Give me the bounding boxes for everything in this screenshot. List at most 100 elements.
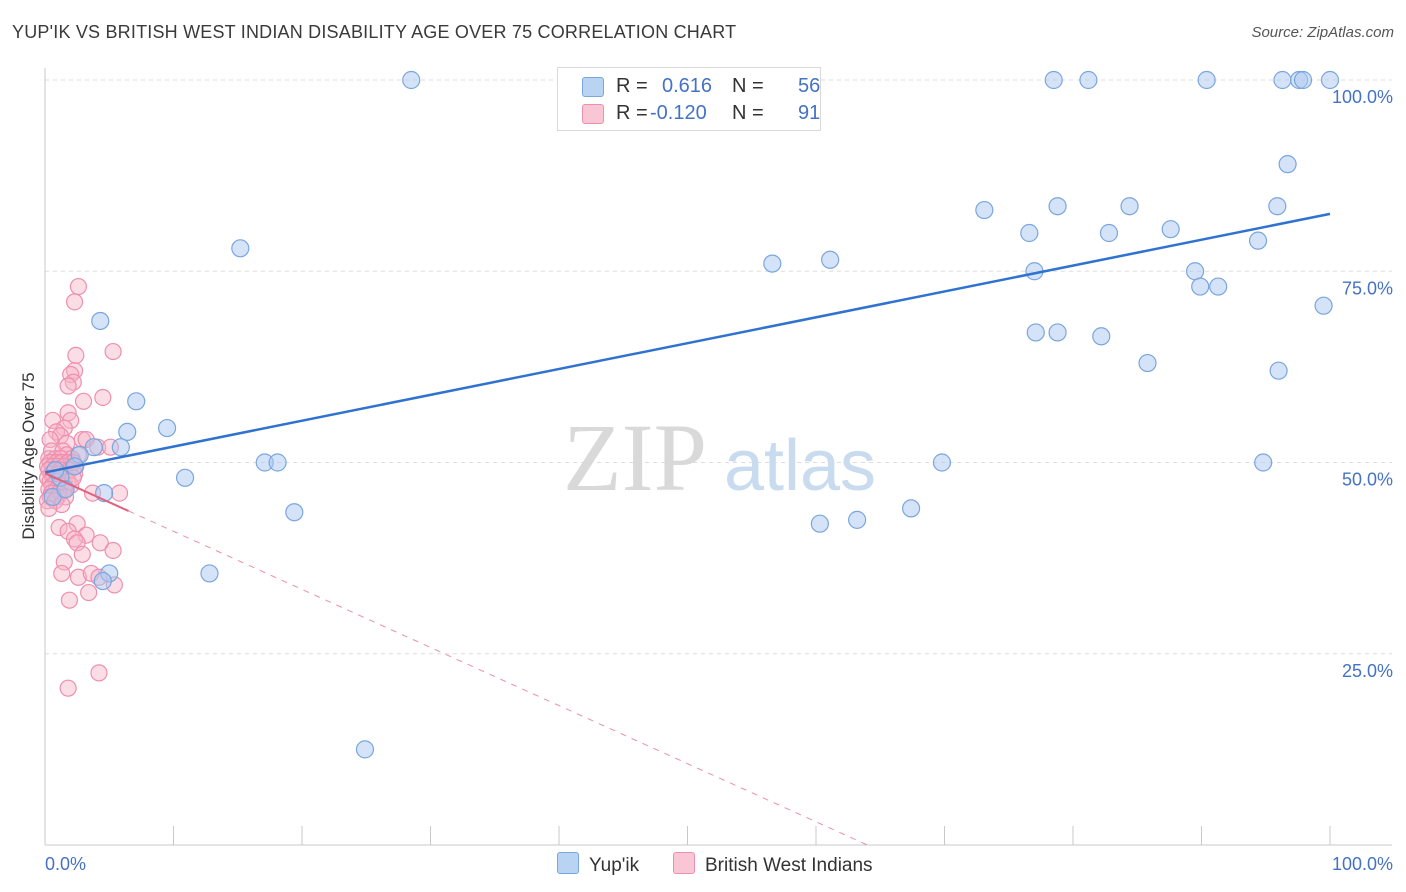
data-point-yupik: [402, 70, 421, 90]
legend-swatch-blue: [582, 77, 604, 97]
bottom-legend-yupik: Yup'ik: [557, 852, 639, 877]
watermark-atlas: atlas: [724, 426, 876, 506]
data-point-yupik: [268, 453, 287, 472]
data-point-yupik: [84, 438, 103, 457]
axes: [44, 68, 1392, 846]
legend-r-label: R =: [616, 102, 648, 124]
data-point-yupik: [1197, 70, 1216, 90]
data-point-british-west-indians: [59, 377, 77, 395]
y-tick-label: 25.0%: [1342, 661, 1393, 681]
data-point-british-west-indians: [73, 545, 91, 563]
x-tick-labels: 0.0% 100.0%: [45, 854, 1393, 874]
trend-line-british-west-indians-dashed: [128, 510, 868, 846]
data-point-yupik: [1209, 277, 1228, 296]
chart-title: YUP'IK VS BRITISH WEST INDIAN DISABILITY…: [12, 22, 737, 42]
data-point-yupik: [1268, 197, 1287, 216]
data-point-yupik: [932, 453, 952, 472]
legend-n-value: 91: [798, 102, 821, 124]
data-point-british-west-indians: [80, 583, 98, 602]
grid-lines: [45, 79, 1392, 655]
data-point-british-west-indians: [74, 392, 93, 410]
bottom-legend-label: Yup'ik: [589, 855, 640, 876]
data-point-british-west-indians: [67, 346, 85, 364]
data-point-yupik: [1044, 70, 1063, 90]
legend-n-label: N =: [732, 102, 764, 124]
data-point-british-west-indians: [60, 591, 79, 609]
data-point-yupik: [1273, 70, 1292, 90]
data-point-yupik: [127, 392, 146, 411]
legend-n-label: N =: [732, 75, 764, 97]
legend-r-value: 0.616: [662, 75, 713, 97]
data-point-british-west-indians: [69, 277, 88, 296]
legend-r-value: -0.120: [650, 102, 707, 124]
trend-lines: [44, 212, 1331, 846]
data-point-yupik: [93, 571, 112, 591]
data-point-yupik: [231, 239, 250, 258]
watermark-zip: ZIP: [563, 404, 707, 511]
data-point-yupik: [285, 503, 304, 522]
data-point-yupik: [1099, 223, 1119, 243]
data-point-yupik: [111, 438, 130, 457]
bottom-legend-swatch-blue: [557, 852, 579, 874]
data-point-yupik: [1254, 453, 1273, 472]
data-point-yupik: [975, 200, 994, 220]
data-point-yupik: [1314, 296, 1333, 315]
data-point-yupik: [355, 740, 375, 759]
data-point-british-west-indians: [91, 534, 109, 552]
legend-swatch-pink: [582, 104, 604, 124]
data-point-yupik: [157, 418, 177, 438]
data-point-british-west-indians: [110, 484, 129, 502]
y-tick-labels: 25.0% 50.0% 75.0% 100.0%: [1332, 87, 1393, 681]
series-british-west-indians: [38, 277, 129, 697]
chart-source: Source: ZipAtlas.com: [1251, 24, 1394, 41]
bottom-legend-british-west-indians: British West Indians: [673, 852, 873, 877]
data-point-yupik: [200, 564, 219, 583]
y-tick-label: 100.0%: [1332, 87, 1393, 107]
data-point-british-west-indians: [94, 388, 112, 407]
data-point-yupik: [1138, 353, 1157, 373]
data-point-yupik: [810, 514, 829, 533]
data-point-yupik: [1026, 323, 1045, 342]
trend-line-british-west-indians-solid: [44, 472, 129, 512]
data-point-british-west-indians: [59, 679, 77, 697]
bottom-legend-swatch-pink: [673, 852, 695, 874]
data-point-yupik: [175, 468, 195, 487]
data-point-yupik: [1278, 155, 1297, 174]
x-tick-label: 0.0%: [45, 854, 86, 874]
data-point-yupik: [1248, 231, 1268, 250]
legend-n-value: 56: [798, 75, 821, 97]
trend-line-yupik: [44, 212, 1331, 474]
data-point-yupik: [1079, 70, 1098, 90]
data-point-british-west-indians: [50, 518, 68, 537]
y-tick-label: 50.0%: [1342, 470, 1393, 490]
data-point-yupik: [1048, 323, 1067, 342]
data-point-yupik: [1092, 327, 1111, 346]
data-point-british-west-indians: [90, 664, 108, 682]
data-point-yupik: [1161, 220, 1180, 239]
y-tick-label: 75.0%: [1342, 278, 1393, 298]
data-point-yupik: [763, 254, 782, 273]
data-point-british-west-indians: [104, 342, 122, 361]
data-point-yupik: [1048, 197, 1067, 216]
data-point-yupik: [901, 499, 921, 518]
watermark: ZIP atlas: [563, 404, 876, 511]
data-point-british-west-indians: [65, 293, 84, 311]
data-point-yupik: [1120, 197, 1139, 216]
x-tick-label: 100.0%: [1332, 854, 1393, 874]
data-point-yupik: [821, 250, 840, 269]
data-point-british-west-indians: [53, 564, 71, 583]
data-point-yupik: [1185, 262, 1205, 281]
data-point-yupik: [848, 510, 867, 529]
data-point-yupik: [118, 422, 137, 441]
data-point-british-west-indians: [104, 541, 122, 560]
data-point-yupik: [91, 311, 110, 331]
data-point-yupik: [1293, 70, 1313, 90]
data-point-yupik: [1320, 70, 1340, 90]
bottom-legend-label: British West Indians: [705, 855, 873, 876]
legend-r-label: R =: [616, 75, 648, 97]
data-point-yupik: [1269, 361, 1288, 380]
data-point-yupik: [1191, 277, 1210, 296]
data-point-british-west-indians: [69, 568, 88, 586]
data-point-yupik: [1020, 223, 1039, 243]
